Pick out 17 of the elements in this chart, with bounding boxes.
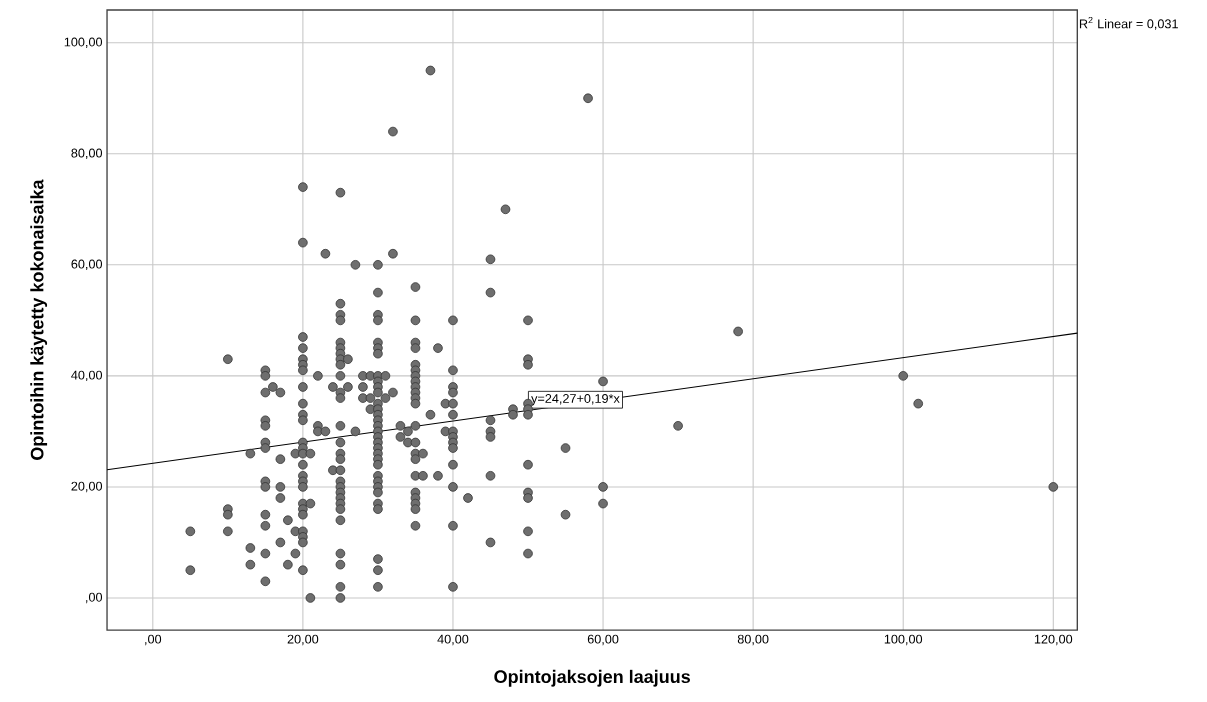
y-tick-label: 80,00 [71, 148, 103, 160]
y-tick-label: 100,00 [64, 37, 103, 49]
x-axis-title: Opintojaksojen laajuus [494, 670, 690, 687]
y-tick-label: 40,00 [71, 370, 103, 382]
y-tick-label: 60,00 [71, 259, 103, 271]
x-tick-label: 40,00 [437, 634, 469, 646]
annotation: y=24,27+0,19*x [531, 394, 620, 406]
x-tick-label: 60,00 [587, 634, 619, 646]
y-axis-title: Opintoihin käytetty kokonaisaika [30, 179, 48, 461]
y-tick-label: 20,00 [71, 481, 103, 493]
x-tick-label: 20,00 [287, 634, 319, 646]
x-tick-label: 100,00 [884, 634, 923, 646]
x-tick-label: ,00 [145, 634, 162, 646]
x-tick-label: 80,00 [737, 634, 769, 646]
x-tick-label: 120,00 [1034, 634, 1073, 646]
text: R$^{2}$ Linear = 0,031 [1079, 17, 1178, 31]
y-tick-label: ,00 [86, 592, 103, 604]
